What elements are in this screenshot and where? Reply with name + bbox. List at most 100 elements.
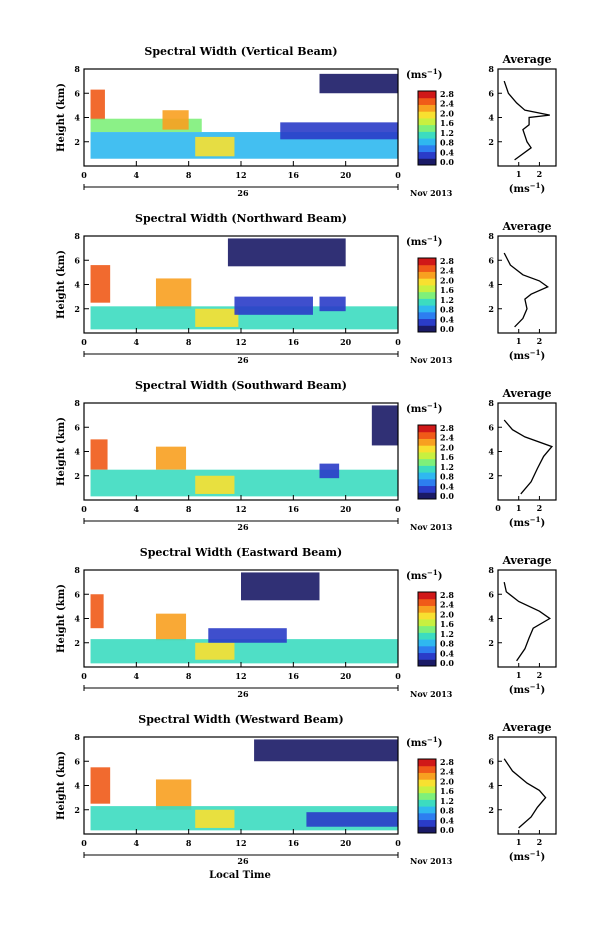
colorbar-swatch	[418, 792, 436, 800]
x-tick-label: 0	[81, 504, 87, 514]
colorbar-tick-label: 2.8	[440, 89, 454, 99]
colorbar-swatch	[418, 458, 436, 466]
heatmap-region	[319, 463, 340, 479]
heatmap-region	[227, 238, 346, 267]
average-x-tick-label: 2	[537, 169, 543, 179]
colorbar-swatch	[418, 819, 436, 827]
x-tick-label: 16	[288, 838, 300, 848]
heatmap-region	[195, 809, 235, 828]
heatmap-region	[155, 779, 192, 810]
x-tick-label: 0	[395, 838, 401, 848]
average-frame	[497, 736, 557, 835]
average-x-tick-label: 2	[537, 837, 543, 847]
average-y-tick-label: 6	[488, 589, 494, 599]
colorbar-swatch	[418, 91, 436, 99]
x-tick-label: 16	[288, 504, 300, 514]
colorbar-swatch	[418, 632, 436, 640]
colorbar-tick-label: 1.2	[440, 796, 454, 806]
y-tick-label: 4	[74, 614, 80, 624]
y-tick-label: 8	[74, 64, 80, 74]
colorbar-tick-label: 2.4	[440, 99, 454, 109]
colorbar-swatch	[418, 806, 436, 814]
colorbar-swatch	[418, 772, 436, 780]
colorbar-tick-label: 0.8	[440, 806, 454, 816]
panel-title: Spectral Width (Northward Beam)	[135, 212, 347, 225]
colorbar-swatch	[418, 659, 436, 667]
average-x-label: (ms−1)	[509, 348, 545, 362]
heatmap-region	[319, 296, 346, 312]
colorbar-tick-label: 2.8	[440, 423, 454, 433]
x-tick-label: 12	[235, 170, 246, 180]
colorbar-unit: (ms−1)	[406, 401, 442, 415]
x-tick-label: 4	[134, 504, 140, 514]
day-label: 26	[237, 522, 249, 532]
average-y-tick-label: 8	[488, 64, 494, 74]
colorbar-tick-label: 2.8	[440, 757, 454, 767]
colorbar-tick-label: 0.0	[440, 491, 454, 501]
panel-title: Spectral Width (Westward Beam)	[138, 713, 343, 726]
heatmap-region	[195, 136, 235, 157]
average-y-tick-label: 4	[488, 614, 494, 624]
colorbar-swatch	[418, 151, 436, 159]
y-axis-label: Height (km)	[56, 751, 67, 820]
x-tick-label: 20	[340, 337, 352, 347]
colorbar-swatch	[418, 779, 436, 787]
heatmap-region	[208, 628, 287, 643]
colorbar-tick-label: 2.8	[440, 256, 454, 266]
heatmap-region	[90, 594, 104, 629]
average-title: Average	[501, 554, 551, 567]
colorbar-swatch	[418, 598, 436, 606]
colorbar-swatch	[418, 799, 436, 807]
colorbar-swatch	[418, 264, 436, 272]
heatmap-region	[234, 296, 313, 315]
colorbar-swatch	[418, 826, 436, 834]
colorbar-frame	[417, 758, 437, 834]
colorbar-swatch	[418, 318, 436, 326]
heatmap-region	[155, 613, 187, 641]
heatmap-region	[306, 812, 398, 827]
average-x-tick-label: 1	[516, 837, 522, 847]
y-tick-label: 6	[74, 589, 80, 599]
colorbar-tick-label: 0.4	[440, 147, 454, 157]
day-label: 26	[237, 355, 249, 365]
x-tick-label: 8	[186, 671, 192, 681]
colorbar-tick-label: 2.0	[440, 275, 454, 285]
y-axis-label: Height (km)	[56, 584, 67, 653]
colorbar-swatch	[418, 445, 436, 453]
heatmap-region	[280, 122, 398, 140]
panel-4: Spectral Width (Eastward Beam) 2 4 6 8 Height…	[56, 546, 557, 699]
x-tick-label: 20	[340, 671, 352, 681]
heatmap-region	[90, 439, 108, 470]
date-label: Nov 2013	[410, 522, 453, 532]
x-tick-label: 12	[235, 337, 246, 347]
y-tick-label: 6	[74, 88, 80, 98]
colorbar-swatch	[418, 625, 436, 633]
colorbar-swatch	[418, 431, 436, 439]
colorbar-swatch	[418, 618, 436, 627]
average-y-tick-label: 8	[488, 732, 494, 742]
average-x-label: (ms−1)	[509, 515, 545, 529]
colorbar-tick-label: 2.4	[440, 600, 454, 610]
colorbar-swatch	[418, 612, 436, 620]
colorbar-tick-label: 0.0	[440, 825, 454, 835]
panel-1: Spectral Width (Vertical Beam) 2 4 6 8 Height…	[56, 45, 557, 198]
x-tick-label: 12	[235, 504, 246, 514]
colorbar-tick-label: 2.4	[440, 767, 454, 777]
average-x-tick-label: 0	[495, 503, 501, 513]
colorbar-unit: (ms−1)	[406, 67, 442, 81]
colorbar-tick-label: 2.4	[440, 266, 454, 276]
day-label: 26	[237, 856, 249, 866]
colorbar-tick-label: 0.8	[440, 472, 454, 482]
colorbar-tick-label: 2.0	[440, 442, 454, 452]
colorbar-tick-label: 0.4	[440, 314, 454, 324]
colorbar-swatch	[418, 278, 436, 286]
average-y-tick-label: 4	[488, 280, 494, 290]
colorbar-swatch	[418, 311, 436, 320]
x-tick-label: 0	[81, 671, 87, 681]
colorbar-tick-label: 0.0	[440, 324, 454, 334]
colorbar-swatch	[418, 605, 436, 613]
colorbar-tick-label: 1.2	[440, 629, 454, 639]
average-x-label: (ms−1)	[509, 682, 545, 696]
y-axis-label: Height (km)	[56, 250, 67, 319]
